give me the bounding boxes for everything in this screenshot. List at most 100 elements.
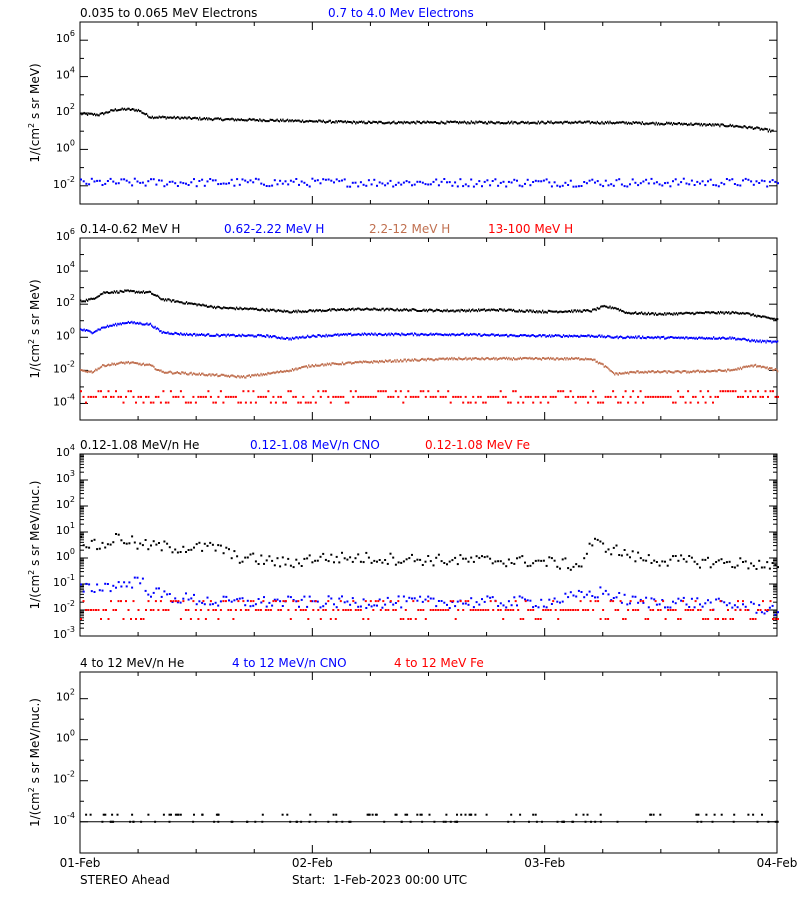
data-point [760,127,763,130]
data-point [155,543,158,546]
data-point [390,121,393,124]
data-point [652,813,655,816]
data-point [484,357,487,360]
data-point [537,606,540,609]
data-point [265,373,267,376]
data-point [104,365,106,368]
data-point [622,395,625,398]
data-point [174,600,177,603]
data-point [587,358,589,361]
data-point [574,357,576,360]
data-point [284,338,287,340]
data-point [230,557,233,560]
data-point [106,324,109,327]
data-point [474,357,476,359]
data-point [694,371,696,374]
data-point [397,309,399,312]
data-point [101,589,104,592]
data-point [567,609,570,611]
data-point [653,313,655,316]
data-point [526,357,529,360]
data-point [640,371,643,374]
data-point [711,311,714,314]
data-point [172,600,175,603]
data-point [166,593,169,596]
data-point [630,335,632,338]
data-point [694,122,697,125]
data-point [706,369,708,372]
y-tick-label: 10-2 [53,175,75,191]
data-point [651,370,653,372]
data-point [567,567,570,570]
data-point [105,111,107,114]
data-point [330,334,332,337]
data-point [193,593,195,596]
data-point [443,309,445,312]
data-point [429,395,432,398]
data-point [493,122,496,125]
data-point [622,618,625,620]
data-point [363,120,365,123]
data-point [384,609,387,611]
data-point [393,334,395,337]
data-point [529,309,531,312]
data-point [710,370,712,373]
data-point [436,122,438,124]
data-point [532,309,534,312]
data-point [141,577,144,580]
data-point [131,320,133,323]
data-point [446,181,448,184]
data-point [740,312,743,315]
data-point [492,609,495,611]
data-point [95,395,97,398]
data-point [165,117,167,120]
data-point [645,820,648,823]
data-point [354,361,356,363]
data-point [124,322,126,325]
data-point [637,122,639,125]
data-point [615,307,617,310]
data-point [483,358,486,361]
data-point [514,334,516,337]
data-point [653,598,656,601]
data-point [199,116,201,119]
data-point [768,180,771,183]
data-point [260,119,262,122]
data-point [578,120,580,123]
data-point [542,334,544,337]
data-point [213,334,216,337]
data-point [104,112,106,115]
data-point [564,357,566,359]
data-point [579,395,582,398]
data-point [156,294,159,297]
data-point [671,371,673,374]
data-point [566,334,568,337]
data-point [683,337,686,340]
data-point [720,310,722,313]
data-point [646,122,648,125]
data-point [270,336,273,339]
data-point [557,121,559,124]
data-point [316,120,319,123]
data-point [457,309,459,312]
data-point [262,373,264,376]
data-point [574,334,576,337]
data-point [655,121,657,124]
data-point [286,310,288,313]
data-point [215,307,217,310]
data-point [110,600,112,603]
data-point [340,308,342,310]
data-point [611,306,614,309]
data-point [777,395,779,398]
data-point [313,120,315,123]
data-point [154,600,157,603]
data-point [400,121,402,124]
data-point [644,123,646,126]
data-point [722,311,724,314]
data-point [111,362,113,365]
data-point [263,119,266,122]
data-point [622,372,624,375]
data-point [303,336,305,339]
data-point [198,372,200,375]
data-point [543,357,545,359]
